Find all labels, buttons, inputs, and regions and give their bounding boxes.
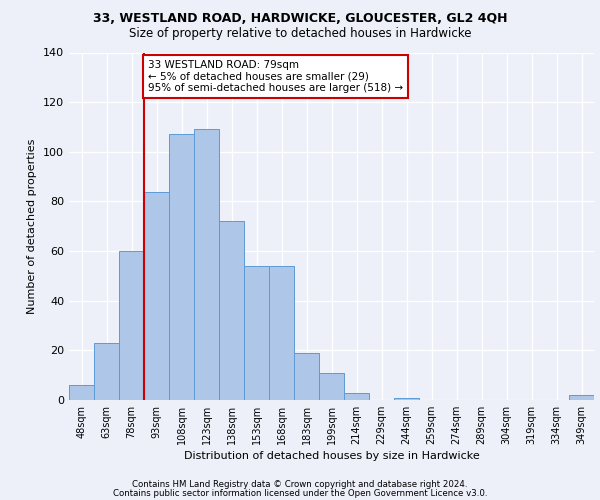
Text: Contains HM Land Registry data © Crown copyright and database right 2024.: Contains HM Land Registry data © Crown c… <box>132 480 468 489</box>
Text: 33, WESTLAND ROAD, HARDWICKE, GLOUCESTER, GL2 4QH: 33, WESTLAND ROAD, HARDWICKE, GLOUCESTER… <box>93 12 507 26</box>
Bar <box>244 266 269 400</box>
Bar <box>144 192 169 400</box>
Text: Size of property relative to detached houses in Hardwicke: Size of property relative to detached ho… <box>129 28 471 40</box>
Bar <box>169 134 194 400</box>
Bar <box>319 372 344 400</box>
Bar <box>194 130 219 400</box>
Bar <box>394 398 419 400</box>
X-axis label: Distribution of detached houses by size in Hardwicke: Distribution of detached houses by size … <box>184 451 479 461</box>
Y-axis label: Number of detached properties: Number of detached properties <box>28 138 37 314</box>
Bar <box>94 343 119 400</box>
Bar <box>294 353 319 400</box>
Bar <box>569 395 594 400</box>
Bar <box>344 392 369 400</box>
Text: 33 WESTLAND ROAD: 79sqm
← 5% of detached houses are smaller (29)
95% of semi-det: 33 WESTLAND ROAD: 79sqm ← 5% of detached… <box>148 60 403 93</box>
Bar <box>69 385 94 400</box>
Text: Contains public sector information licensed under the Open Government Licence v3: Contains public sector information licen… <box>113 489 487 498</box>
Bar <box>219 222 244 400</box>
Bar <box>269 266 294 400</box>
Bar <box>119 251 144 400</box>
